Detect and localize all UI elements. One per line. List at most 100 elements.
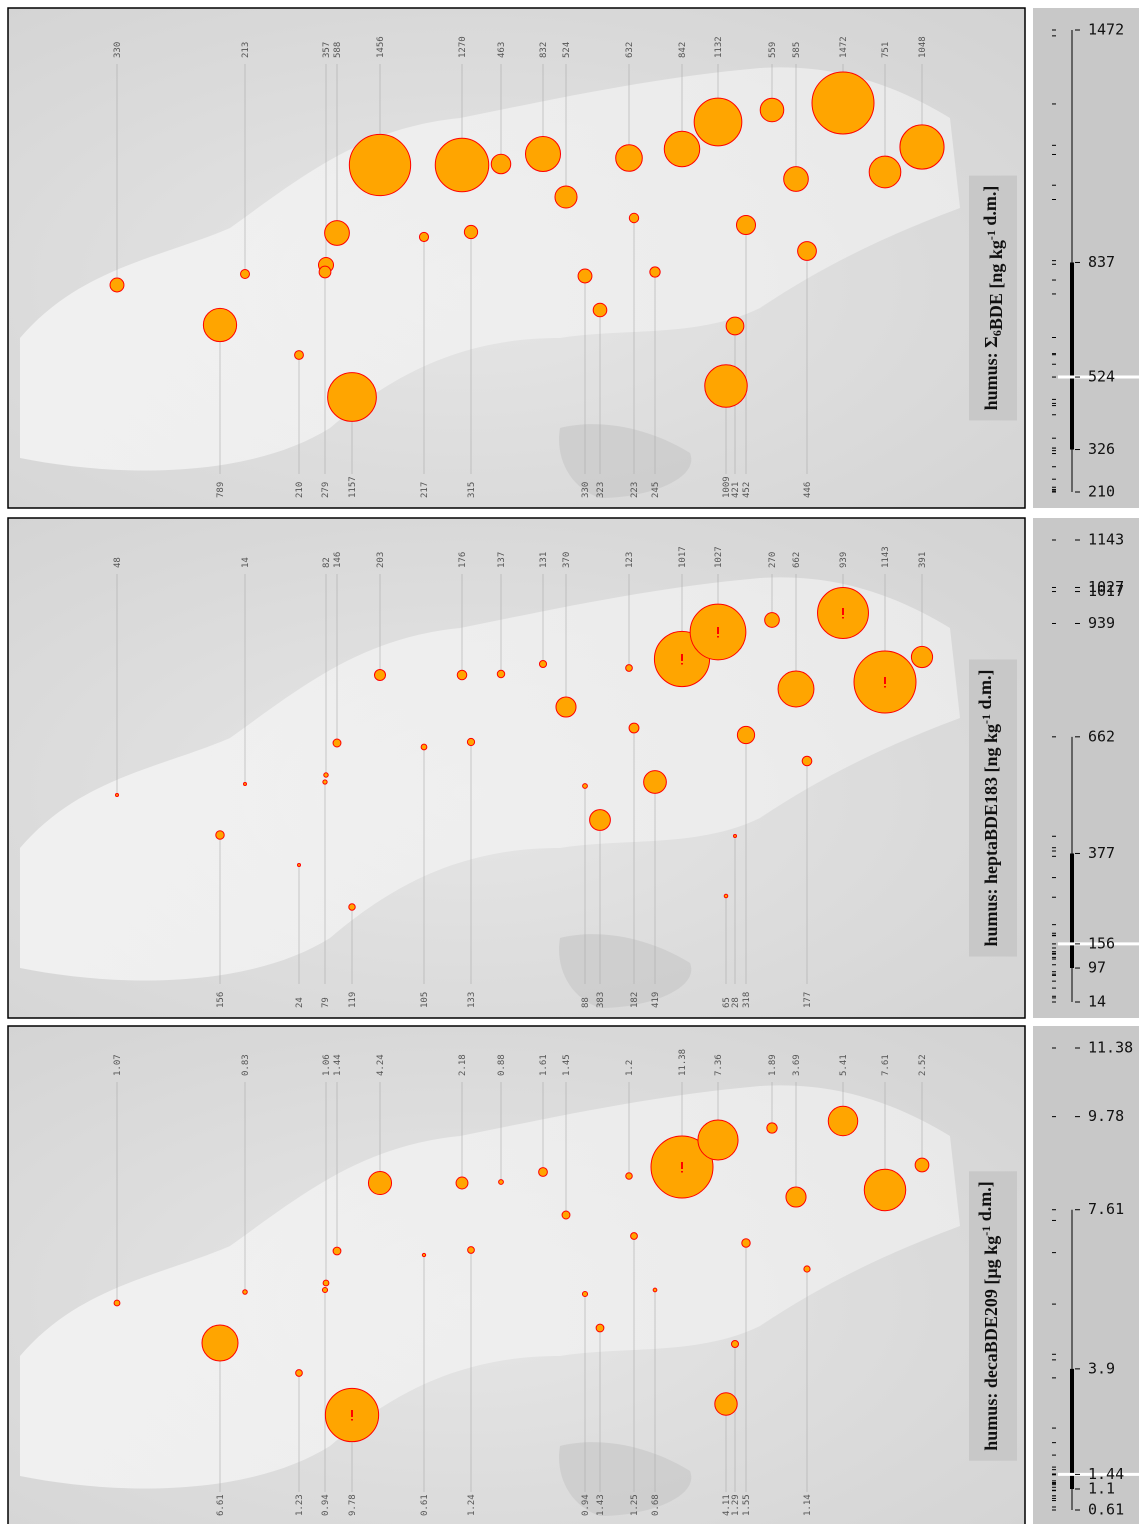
bubble: [694, 98, 742, 146]
value-label: 2.18: [458, 1054, 468, 1076]
bubble: [456, 1177, 468, 1189]
title-text: d.m.]: [975, 1181, 995, 1226]
title-text: humus: Σ: [981, 336, 1001, 410]
value-label: 4.24: [376, 1054, 386, 1076]
value-label: 5.41: [839, 1054, 849, 1076]
value-label: 446: [803, 482, 813, 498]
bubble: [457, 670, 467, 680]
bubble: [653, 1288, 657, 1292]
value-label: 0.88: [497, 1054, 507, 1076]
bubble: [737, 726, 754, 743]
value-label: 1.14: [803, 1494, 813, 1516]
value-label: 842: [678, 42, 688, 58]
bubble: [325, 221, 350, 246]
axis-tick-label: 156: [1088, 934, 1115, 952]
value-label: 585: [792, 42, 802, 58]
axis-tick-label: 662: [1088, 727, 1115, 745]
value-label: 213: [241, 42, 251, 58]
title-group: humus: decaBDE209 [µg kg-1 d.m.]: [969, 1171, 1017, 1460]
value-label: 632: [625, 42, 635, 58]
value-label: 279: [321, 482, 331, 498]
value-label: 1.24: [467, 1494, 477, 1516]
value-label: 1472: [839, 36, 849, 58]
bubble: [864, 1169, 905, 1210]
value-label: 463: [497, 42, 507, 58]
bubble: [698, 1120, 738, 1160]
bubble: [333, 739, 341, 747]
value-label: 452: [742, 482, 752, 498]
bubble: [295, 351, 304, 360]
value-label: 1.44: [333, 1054, 343, 1076]
bubble: [203, 308, 236, 341]
bubble: [349, 904, 355, 910]
bubble: [202, 1325, 238, 1361]
bubble: [736, 215, 755, 234]
bubble: [497, 670, 504, 677]
value-label: 1.29: [731, 1494, 741, 1516]
axis-tick-label: 14: [1088, 993, 1106, 1011]
bubble: [323, 1280, 329, 1286]
value-label: 588: [333, 42, 343, 58]
value-label: 383: [596, 992, 606, 1008]
bubble: [644, 771, 667, 794]
value-label: 270: [768, 552, 778, 568]
value-label: 24: [295, 997, 305, 1008]
value-label: 7.36: [714, 1054, 724, 1076]
title-sup: -1: [979, 1226, 993, 1236]
value-label: 789: [216, 482, 226, 498]
value-label: 0.94: [321, 1494, 331, 1516]
bubble: [786, 1187, 806, 1207]
bubble: [243, 1290, 248, 1295]
bubble: [578, 269, 592, 283]
bubble: [333, 1247, 341, 1255]
value-label: 1017: [678, 546, 688, 568]
value-label: 421: [731, 482, 741, 498]
value-label: 1.45: [562, 1054, 572, 1076]
bubble: [900, 125, 944, 169]
bubble: [374, 669, 385, 680]
value-label: 79: [321, 997, 331, 1008]
value-label: 330: [581, 482, 591, 498]
bubble: [798, 242, 817, 261]
value-label: 137: [497, 552, 507, 568]
value-label: 1.23: [295, 1494, 305, 1516]
bubble: [421, 744, 427, 750]
value-label: 1456: [376, 36, 386, 58]
axis-tick-label: 97: [1088, 959, 1106, 977]
bubble: [562, 1211, 570, 1219]
bubble: [631, 1233, 638, 1240]
bubble: [539, 660, 546, 667]
axis-tick-label: 939: [1088, 614, 1115, 632]
value-label: 662: [792, 552, 802, 568]
bubble: [435, 138, 488, 191]
value-label: 119: [348, 992, 358, 1008]
bubble: [419, 232, 428, 241]
bubble: [296, 1370, 303, 1377]
axis-tick-label: 7.61: [1088, 1200, 1124, 1218]
value-label: 217: [420, 482, 430, 498]
value-label: 3.69: [792, 1054, 802, 1076]
title-text: d.m.]: [975, 669, 995, 714]
value-label: 1143: [881, 546, 891, 568]
bubble: [778, 671, 814, 707]
value-label: 0.83: [241, 1054, 251, 1076]
bubble: [828, 1106, 857, 1135]
bubble: [556, 697, 576, 717]
value-label: 176: [458, 552, 468, 568]
value-label: 318: [742, 992, 752, 1008]
value-label: 315: [467, 482, 477, 498]
bubble: [323, 780, 327, 784]
value-label: 1.61: [539, 1054, 549, 1076]
value-label: 1.25: [630, 1494, 640, 1516]
value-label: 1.43: [596, 1494, 606, 1516]
axis-tick-label: 1472: [1088, 21, 1124, 39]
value-label: 48: [113, 557, 123, 568]
axis-tick-label: 837: [1088, 253, 1115, 271]
value-label: 146: [333, 552, 343, 568]
bubble: [244, 783, 247, 786]
bubble: [664, 131, 699, 166]
bubble: [629, 213, 638, 222]
bubble: [911, 646, 932, 667]
bubble: [734, 835, 737, 838]
bubble: [784, 167, 809, 192]
